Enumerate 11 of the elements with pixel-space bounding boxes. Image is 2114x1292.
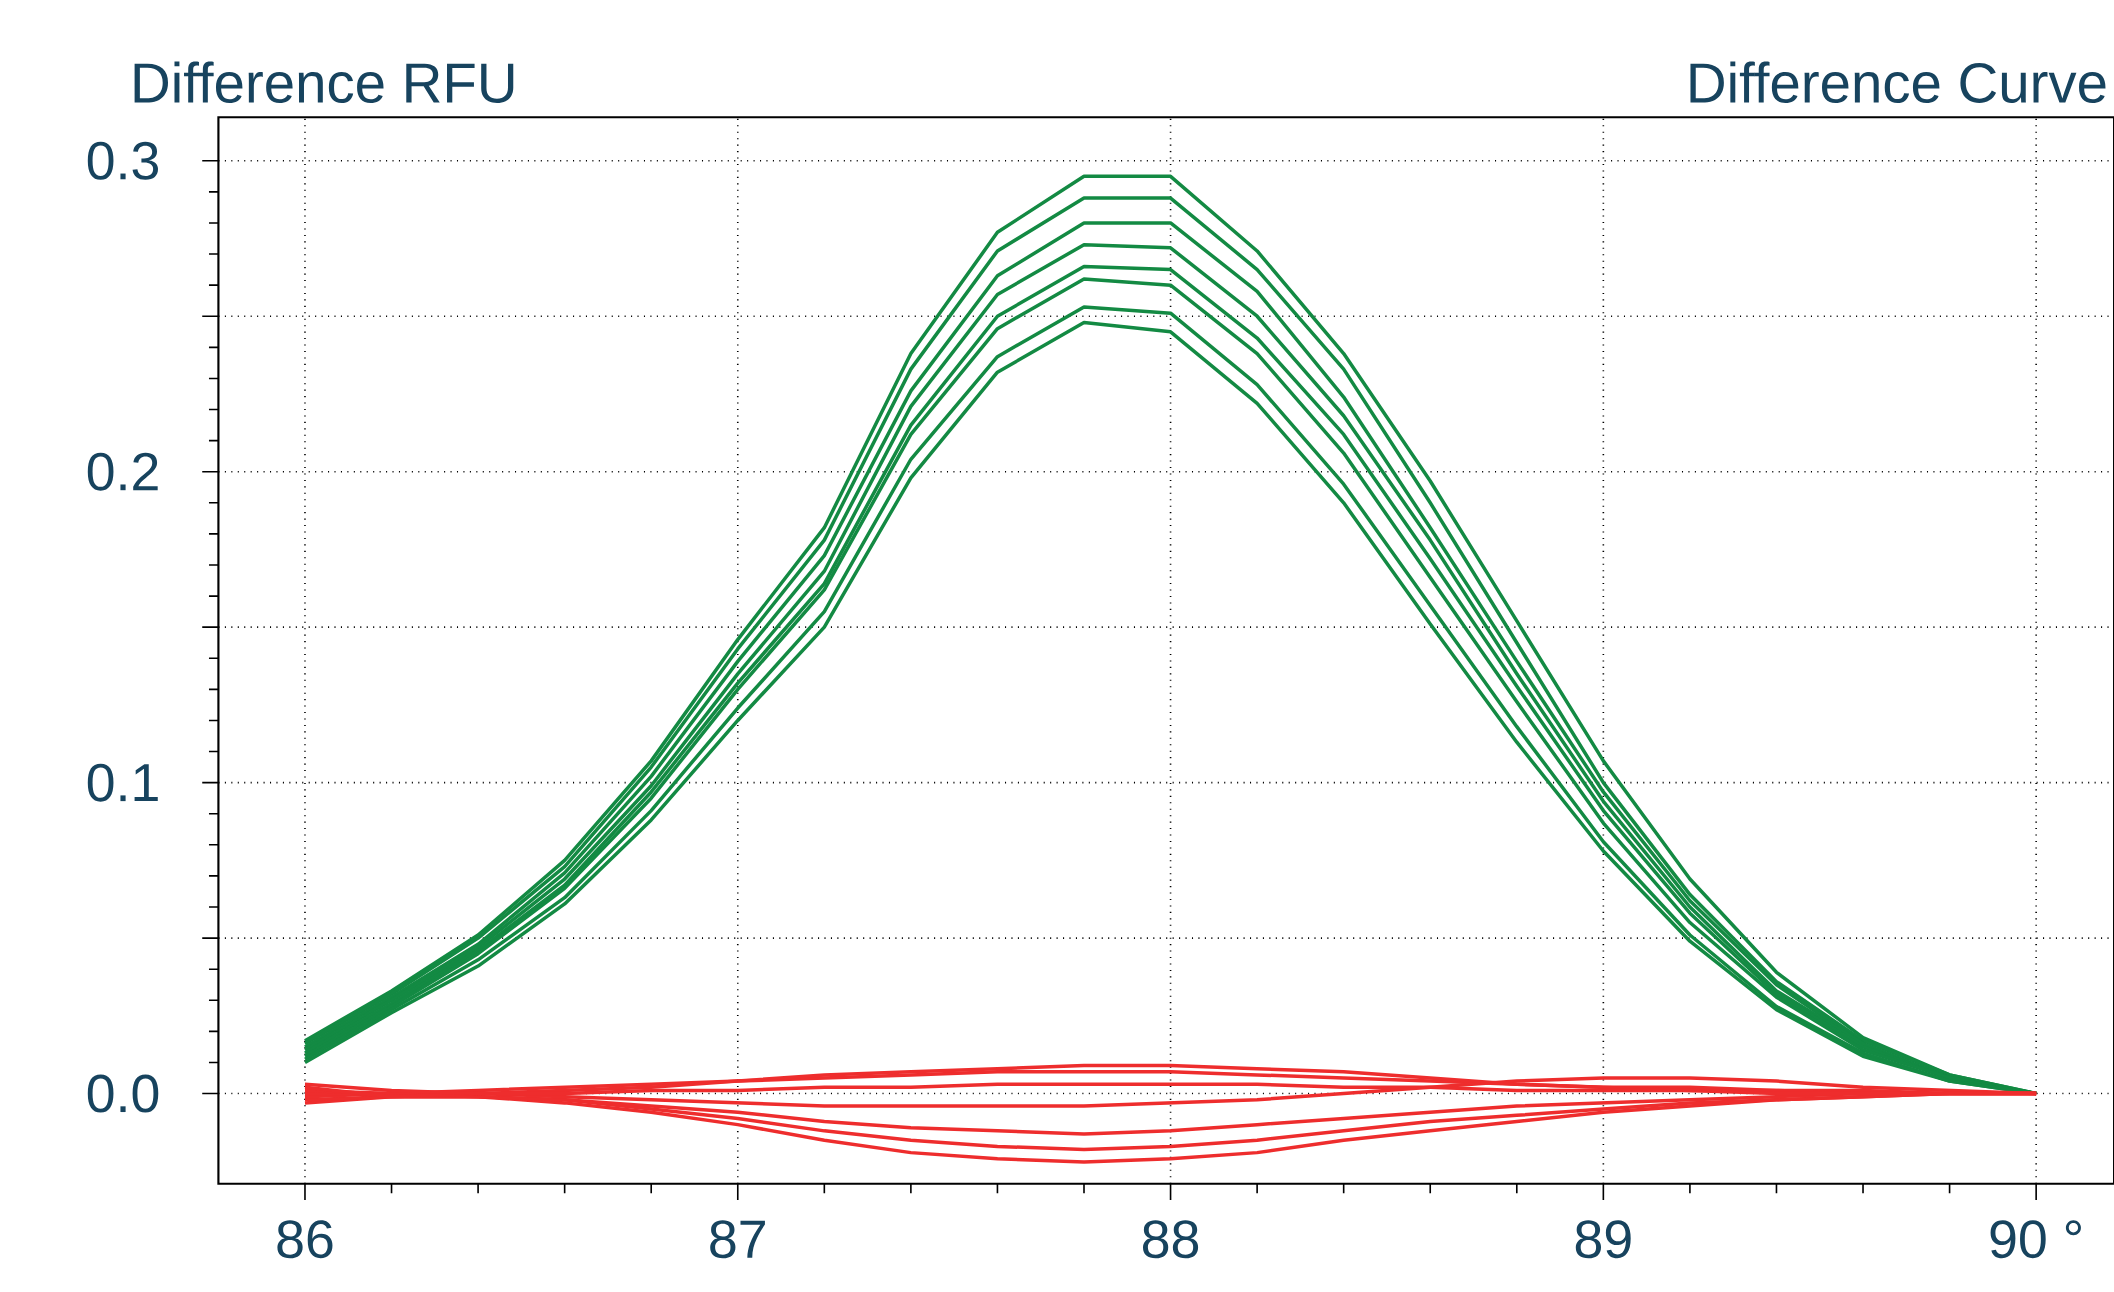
x-tick-label: 89: [1575, 1220, 1631, 1259]
y-tick-label: 0.0: [87, 1074, 159, 1113]
y-tick-label: 0.1: [87, 763, 158, 802]
y-tick-label: 0.3: [87, 141, 159, 180]
x-tick-label: 87: [710, 1220, 765, 1259]
x-tick-label: 88: [1142, 1220, 1199, 1259]
y-axis-title: Difference RFU: [134, 61, 514, 104]
y-tick-label: 0.2: [87, 452, 158, 491]
x-tick-label: 86: [277, 1220, 333, 1259]
x-tick-label: 90 °: [1990, 1220, 2081, 1259]
chart-title: Difference Curve: [1690, 61, 2106, 104]
